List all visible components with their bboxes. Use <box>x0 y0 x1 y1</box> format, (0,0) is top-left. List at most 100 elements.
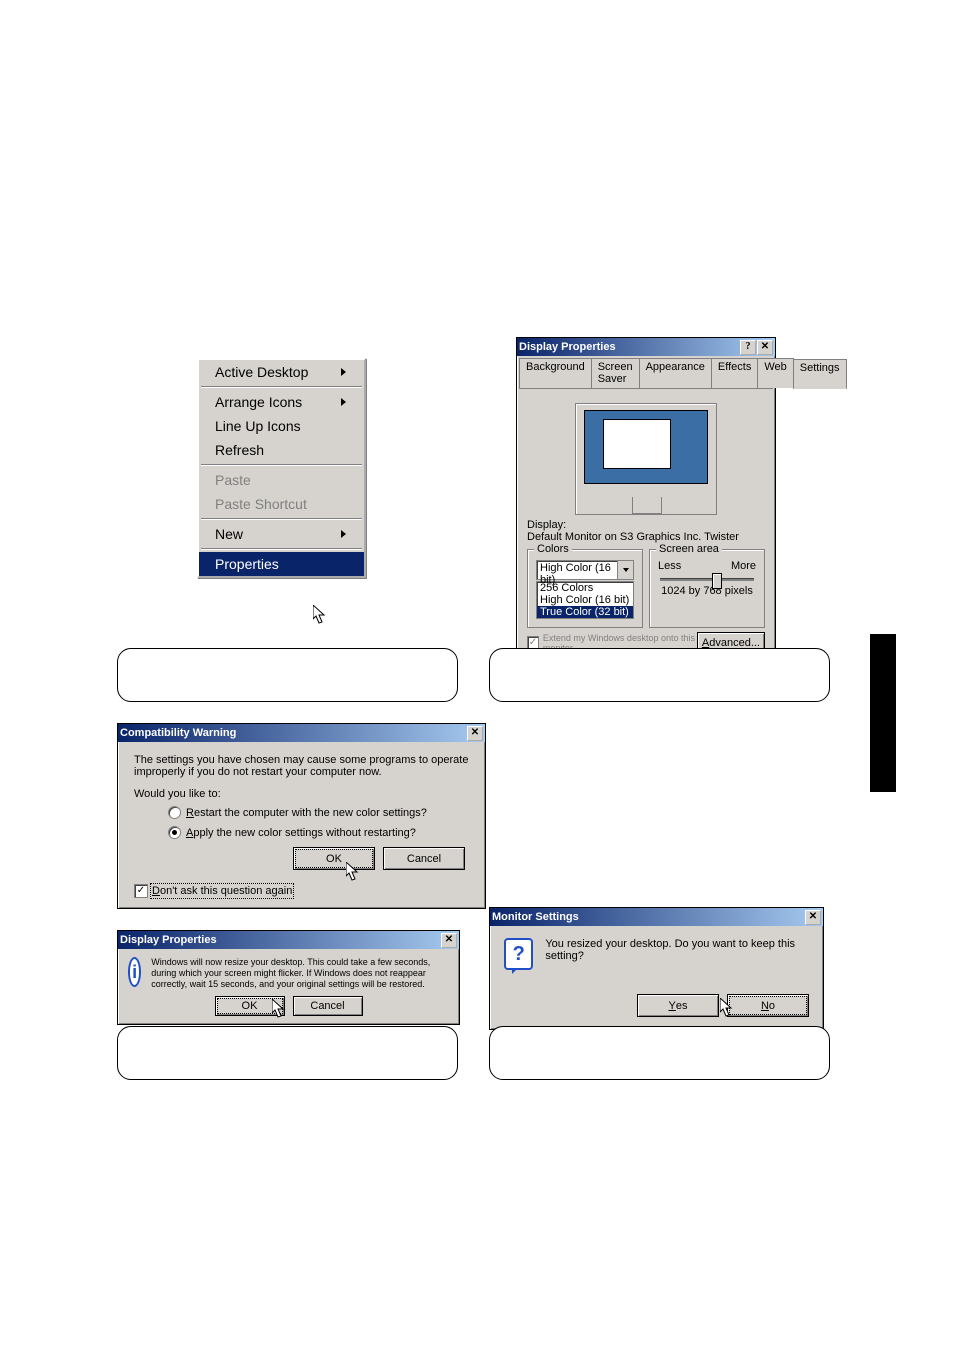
slider-thumb[interactable] <box>712 573 722 589</box>
tab-row: Background Screen Saver Appearance Effec… <box>519 358 773 389</box>
color-option[interactable]: 256 Colors <box>537 582 633 594</box>
titlebar[interactable]: Display Properties ✕ <box>118 931 459 949</box>
menu-refresh[interactable]: Refresh <box>199 438 364 462</box>
msgbox-text: Windows will now resize your desktop. Th… <box>151 957 449 990</box>
titlebar[interactable]: Monitor Settings ✕ <box>490 908 823 926</box>
caption-box <box>489 1026 830 1080</box>
dialog-body: Display: Default Monitor on S3 Graphics … <box>517 389 775 661</box>
no-button[interactable]: No <box>727 994 809 1017</box>
dialog-title: Display Properties <box>120 934 217 946</box>
menu-separator <box>201 386 362 388</box>
dialog-title: Compatibility Warning <box>120 727 236 739</box>
menu-item-label: Paste Shortcut <box>215 496 307 512</box>
caption-box <box>117 1026 458 1080</box>
colors-group: Colors High Color (16 bit) 256 Colors Hi… <box>527 549 643 628</box>
close-button[interactable]: ✕ <box>757 340 773 355</box>
tab-effects[interactable]: Effects <box>711 358 758 388</box>
info-icon: i <box>128 957 141 987</box>
group-legend: Screen area <box>656 543 722 555</box>
ok-button[interactable]: OK <box>215 996 285 1016</box>
menu-item-label: Active Desktop <box>215 364 308 380</box>
cancel-button[interactable]: Cancel <box>383 847 465 870</box>
radio-apply[interactable]: Apply the new color settings without res… <box>168 826 416 839</box>
menu-active-desktop[interactable]: Active Desktop <box>199 360 364 384</box>
chevron-down-icon <box>623 568 629 572</box>
submenu-arrow-icon <box>341 530 346 538</box>
dialog-body: i Windows will now resize your desktop. … <box>118 949 459 1024</box>
tab-settings[interactable]: Settings <box>793 359 847 389</box>
display-properties-dialog: Display Properties ? ✕ Background Screen… <box>516 337 776 697</box>
help-button[interactable]: ? <box>740 340 756 355</box>
radio-label: Apply the new color settings without res… <box>186 827 416 839</box>
tab-screen-saver[interactable]: Screen Saver <box>591 358 640 388</box>
menu-properties[interactable]: Properties <box>199 552 364 576</box>
colors-listbox[interactable]: 256 Colors High Color (16 bit) True Colo… <box>536 581 634 619</box>
dialog-body: The settings you have chosen may cause s… <box>118 742 485 908</box>
menu-separator <box>201 464 362 466</box>
titlebar[interactable]: Compatibility Warning ✕ <box>118 724 485 742</box>
yes-button[interactable]: Yes <box>637 994 719 1017</box>
menu-item-label: Properties <box>215 556 279 572</box>
warning-prompt: Would you like to: <box>134 788 469 800</box>
cancel-button[interactable]: Cancel <box>293 996 363 1016</box>
tab-background[interactable]: Background <box>519 358 592 388</box>
menu-separator <box>201 518 362 520</box>
menu-paste-shortcut: Paste Shortcut <box>199 492 364 516</box>
menu-item-label: Arrange Icons <box>215 394 302 410</box>
dropdown-value: High Color (16 bit) <box>537 561 617 579</box>
screen-area-group: Screen area Less More 1024 by 768 pixels <box>649 549 765 628</box>
monitor-settings-dialog: Monitor Settings ✕ ? You resized your de… <box>489 907 824 1030</box>
menu-separator <box>201 548 362 550</box>
monitor-preview <box>575 403 717 515</box>
submenu-arrow-icon <box>341 398 346 406</box>
close-button[interactable]: ✕ <box>805 910 821 925</box>
tab-appearance[interactable]: Appearance <box>639 358 712 388</box>
desktop-context-menu[interactable]: Active Desktop Arrange Icons Line Up Ico… <box>197 358 366 578</box>
cursor-icon <box>313 605 327 625</box>
dialog-title: Display Properties <box>519 341 616 353</box>
titlebar[interactable]: Display Properties ? ✕ <box>517 338 775 356</box>
display-value: Default Monitor on S3 Graphics Inc. Twis… <box>527 531 765 543</box>
radio-circle <box>168 826 181 839</box>
submenu-arrow-icon <box>341 368 346 376</box>
radio-label: Restart the computer with the new color … <box>186 807 427 819</box>
menu-new[interactable]: New <box>199 522 364 546</box>
resolution-slider[interactable] <box>660 578 754 581</box>
group-legend: Colors <box>534 543 572 555</box>
menu-line-up-icons[interactable]: Line Up Icons <box>199 414 364 438</box>
menu-item-label: Refresh <box>215 442 264 458</box>
menu-item-label: Line Up Icons <box>215 418 301 434</box>
color-option[interactable]: High Color (16 bit) <box>537 594 633 606</box>
color-option-selected[interactable]: True Color (32 bit) <box>537 606 633 618</box>
page-edge-tab <box>870 634 896 792</box>
slider-more-label: More <box>731 560 756 572</box>
checkbox-box[interactable]: ✓ <box>134 884 148 898</box>
page: Active Desktop Arrange Icons Line Up Ico… <box>0 0 954 1351</box>
display-label: Display: <box>527 519 765 531</box>
dropdown-button[interactable] <box>617 561 633 579</box>
close-button[interactable]: ✕ <box>441 933 457 948</box>
tab-web[interactable]: Web <box>757 358 793 388</box>
dont-ask-again-checkbox[interactable]: ✓ Don't ask this question again <box>134 884 292 898</box>
caption-box <box>117 648 458 702</box>
dialog-title: Monitor Settings <box>492 911 579 923</box>
slider-less-label: Less <box>658 560 681 572</box>
caption-box <box>489 648 830 702</box>
compatibility-warning-dialog: Compatibility Warning ✕ The settings you… <box>117 723 486 909</box>
question-icon: ? <box>504 938 533 970</box>
dialog-body: ? You resized your desktop. Do you want … <box>490 926 823 1029</box>
radio-circle <box>168 806 181 819</box>
menu-arrange-icons[interactable]: Arrange Icons <box>199 390 364 414</box>
warning-text: The settings you have chosen may cause s… <box>134 754 469 778</box>
close-button[interactable]: ✕ <box>467 726 483 741</box>
menu-paste: Paste <box>199 468 364 492</box>
ok-button[interactable]: OK <box>293 847 375 870</box>
colors-dropdown[interactable]: High Color (16 bit) <box>536 560 634 580</box>
resolution-value: 1024 by 768 pixels <box>658 585 756 597</box>
checkbox-label: Don't ask this question again <box>152 885 292 897</box>
msgbox-text: You resized your desktop. Do you want to… <box>545 938 809 962</box>
menu-item-label: Paste <box>215 472 251 488</box>
radio-restart[interactable]: Restart the computer with the new color … <box>168 806 427 819</box>
display-properties-msgbox: Display Properties ✕ i Windows will now … <box>117 930 460 1025</box>
menu-item-label: New <box>215 526 243 542</box>
